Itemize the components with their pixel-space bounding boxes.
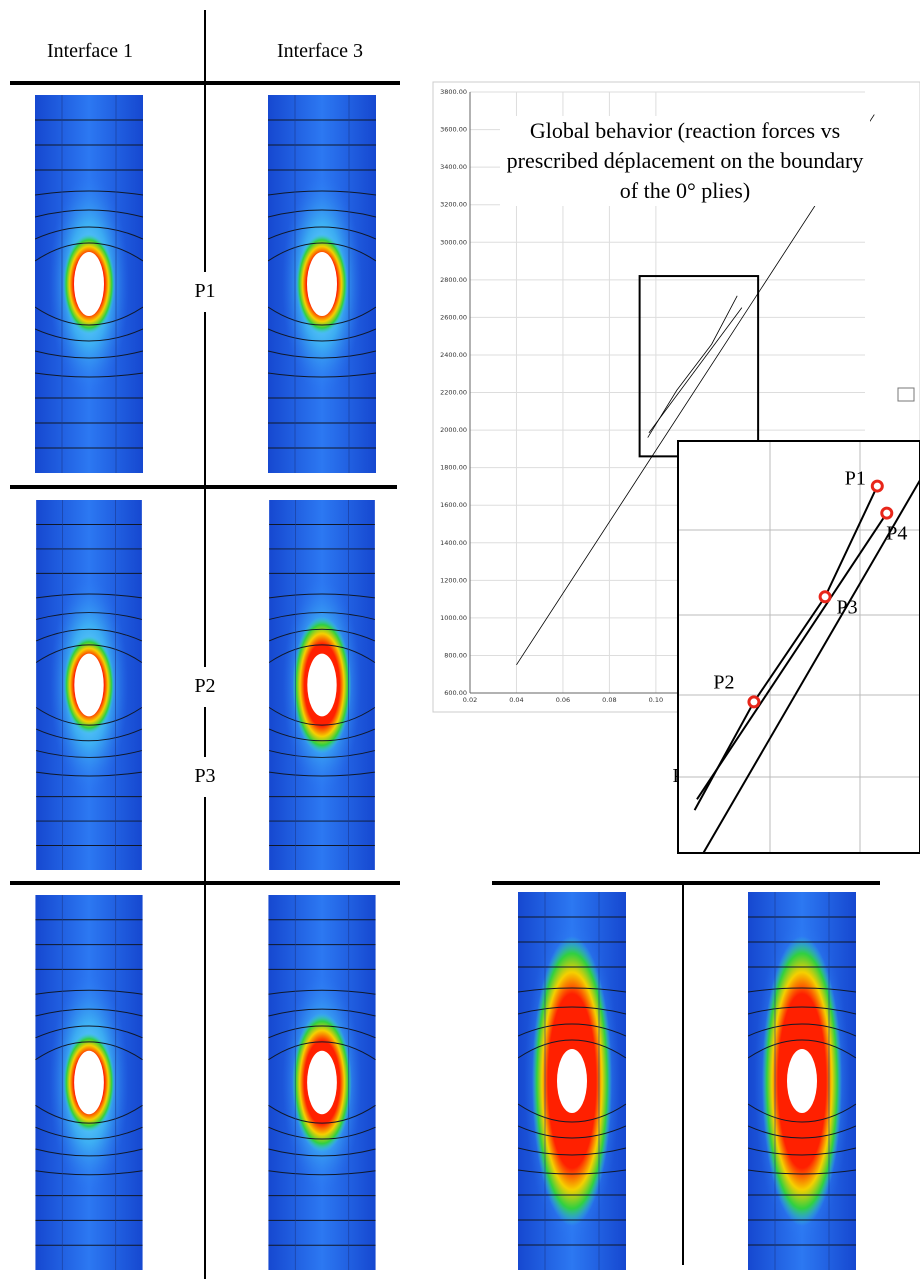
column-header: Interface 3 [277, 40, 363, 62]
y-tick-label: 2200.00 [440, 389, 467, 397]
y-tick-label: 3400.00 [440, 163, 467, 171]
figure: Interface 1 Interface 3 P1 P2 P3 P4 600.… [0, 0, 920, 1279]
highlight-marker [820, 592, 830, 602]
y-tick-label: 1000.00 [440, 614, 467, 622]
highlight-marker [749, 697, 759, 707]
chart-title: Global behavior (reaction forces vs pres… [500, 116, 870, 206]
panel-label: P3 [194, 765, 215, 787]
panel-label: P1 [194, 280, 215, 302]
y-tick-label: 2000.00 [440, 426, 467, 434]
y-tick-label: 2600.00 [440, 313, 467, 321]
x-tick-label: 0.04 [509, 696, 523, 704]
x-tick-label: 0.08 [602, 696, 616, 704]
highlight-label: P3 [837, 596, 858, 618]
highlight-marker [882, 508, 892, 518]
x-tick-label: 0.06 [556, 696, 570, 704]
highlight-label: P2 [713, 672, 734, 694]
highlight-label: P1 [845, 468, 866, 490]
y-tick-label: 1800.00 [440, 464, 467, 472]
y-tick-label: 3200.00 [440, 201, 467, 209]
y-tick-label: 3800.00 [440, 88, 467, 96]
y-tick-label: 2400.00 [440, 351, 467, 359]
highlight-label: P4 [886, 523, 907, 545]
y-tick-label: 800.00 [444, 651, 467, 659]
y-tick-label: 1400.00 [440, 539, 467, 547]
panel-label: P2 [194, 675, 215, 697]
column-header: Interface 1 [47, 40, 133, 62]
y-tick-label: 3000.00 [440, 238, 467, 246]
y-tick-label: 3600.00 [440, 126, 467, 134]
x-tick-label: 0.02 [463, 696, 477, 704]
y-tick-label: 1200.00 [440, 576, 467, 584]
highlight-marker [872, 481, 882, 491]
y-tick-label: 1600.00 [440, 501, 467, 509]
x-tick-label: 0.10 [649, 696, 663, 704]
chart-icon [898, 388, 914, 401]
y-tick-label: 2800.00 [440, 276, 467, 284]
